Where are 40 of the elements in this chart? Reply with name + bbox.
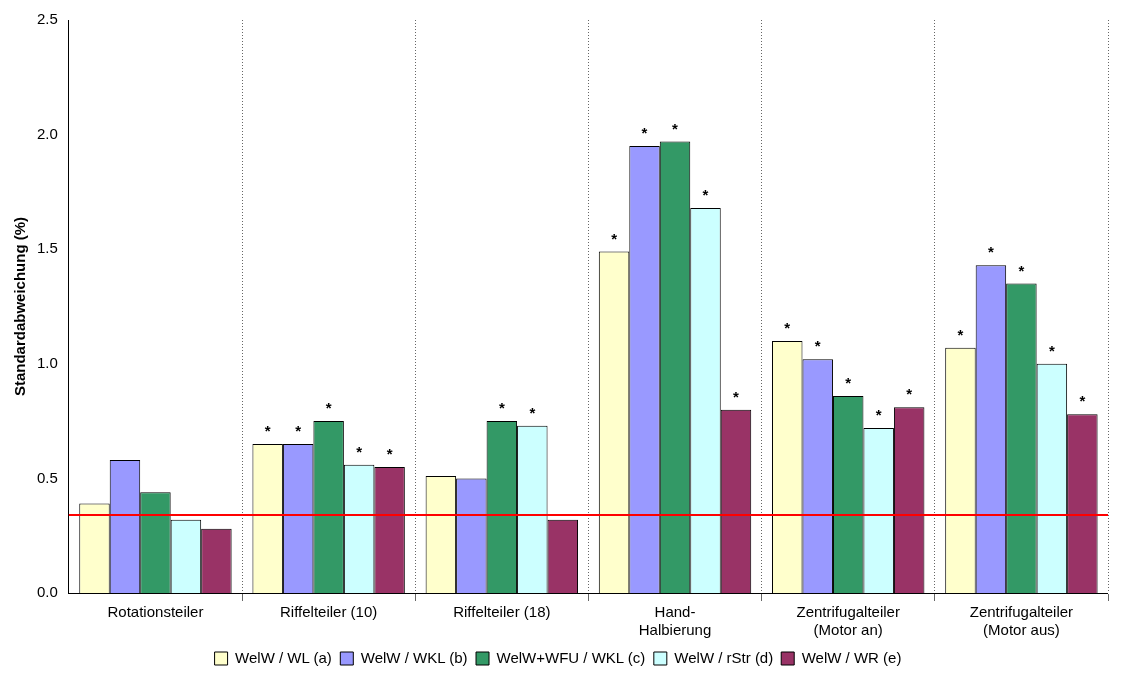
data-label: *: [498, 399, 505, 417]
y-tick-label: 0.5: [36, 468, 58, 486]
data-label: *: [702, 186, 709, 204]
data-label: *: [386, 445, 393, 463]
data-label: *: [733, 387, 740, 405]
y-tick-label: 0.0: [36, 583, 58, 601]
x-tick-label: Hand- Halbierung: [638, 603, 712, 639]
x-tick-label: Rotationsteiler: [107, 603, 204, 621]
data-label: *: [672, 119, 679, 137]
data-label: *: [814, 337, 821, 355]
data-label: *: [529, 403, 536, 421]
data-label: *: [875, 406, 882, 424]
y-tick-label: 2.0: [36, 124, 58, 142]
x-tick-label: Zentrifugalteiler (Motor an): [796, 603, 900, 639]
data-label: *: [264, 422, 271, 440]
legend-label: WelW / WKL (b): [360, 648, 468, 666]
x-tick-label: Zentrifugalteiler (Motor aus): [969, 603, 1074, 639]
data-label: *: [906, 385, 913, 403]
data-label: *: [641, 124, 648, 142]
data-label: *: [988, 243, 994, 261]
data-label: *: [784, 319, 791, 337]
y-tick-label: 2.5: [36, 10, 58, 28]
legend-label: WelW / WR (e): [801, 648, 902, 666]
data-label: *: [1048, 341, 1055, 359]
x-tick-label: Riffelteiler (18): [453, 603, 551, 621]
y-axis-title: Standardabweichung (%): [11, 216, 29, 397]
data-label: *: [845, 374, 852, 392]
data-label: *: [611, 229, 618, 247]
y-tick-label: 1.0: [36, 353, 58, 371]
data-label: *: [1079, 392, 1086, 410]
data-label: *: [1018, 261, 1025, 279]
data-label: *: [356, 442, 363, 460]
y-tick-label: 1.5: [36, 239, 58, 257]
legend-label: WelW / rStr (d): [674, 648, 774, 666]
legend-label: WelW / WL (a): [235, 648, 332, 666]
data-label: *: [325, 399, 332, 417]
x-tick-label: Riffelteiler (10): [280, 603, 378, 621]
legend-label: WelW+WFU / WKL (c): [496, 648, 646, 666]
data-label: *: [957, 325, 964, 343]
data-label: *: [295, 422, 302, 440]
